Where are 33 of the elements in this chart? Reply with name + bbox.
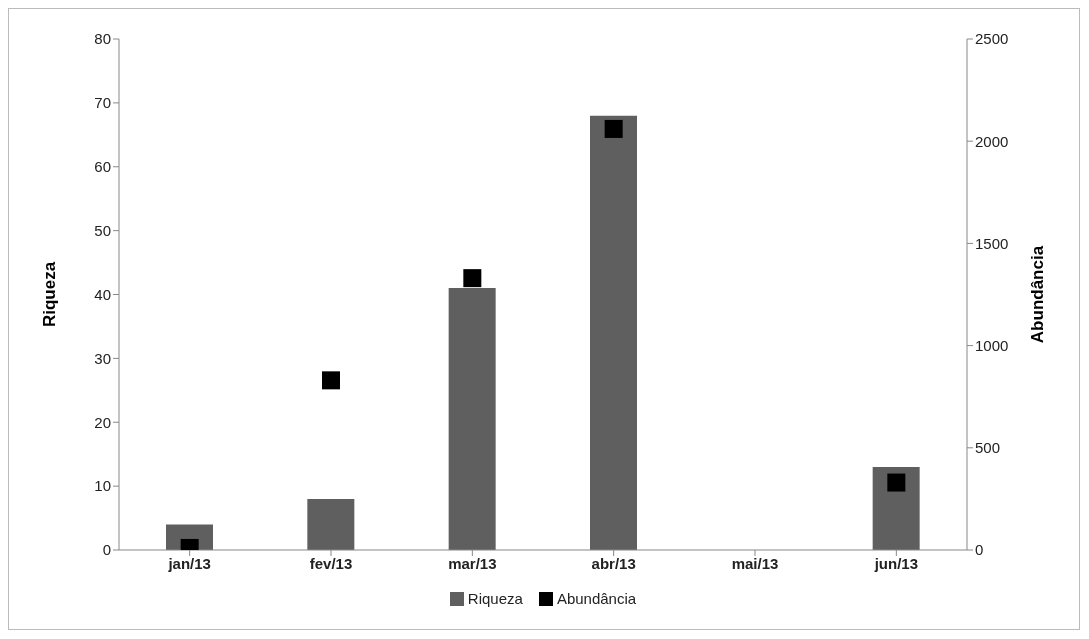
point (887, 473, 906, 492)
point (322, 371, 340, 390)
bar (307, 498, 355, 550)
y2-tick-label: 500 (975, 439, 1001, 457)
y-tick-label: 20 (94, 413, 111, 431)
x-tick-label: mai/13 (731, 554, 779, 572)
legend-label: Riqueza (466, 590, 523, 607)
y2-tick-label: 2500 (975, 30, 1009, 48)
y-tick-label: 50 (94, 221, 111, 239)
y2-tick-label: 2000 (975, 132, 1009, 150)
y-tick-label: 40 (94, 285, 111, 303)
point (463, 269, 482, 288)
point (604, 119, 623, 138)
legend-label: Abundância (555, 590, 637, 607)
y-tick-label: 0 (102, 541, 111, 559)
y-tick-label: 80 (94, 30, 111, 48)
y-tick-label: 60 (94, 158, 111, 176)
x-tick-label: jun/13 (873, 554, 919, 572)
x-tick-label: mar/13 (448, 554, 497, 572)
bar (590, 115, 637, 550)
y2-tick-label: 0 (975, 541, 984, 559)
x-tick-label: abr/13 (591, 554, 636, 572)
y2-tick-label: 1500 (975, 234, 1009, 252)
y2-axis-title: Abundância (1028, 245, 1048, 344)
bar (448, 288, 496, 550)
y-tick-label: 10 (94, 477, 111, 495)
x-tick-label: jan/13 (167, 554, 211, 572)
y-axis-title: Riqueza (40, 261, 60, 328)
y-tick-label: 30 (94, 349, 111, 367)
x-tick-label: fev/13 (309, 554, 353, 572)
y2-tick-label: 1000 (975, 336, 1009, 354)
bar (872, 466, 920, 550)
y-tick-label: 70 (94, 94, 111, 112)
